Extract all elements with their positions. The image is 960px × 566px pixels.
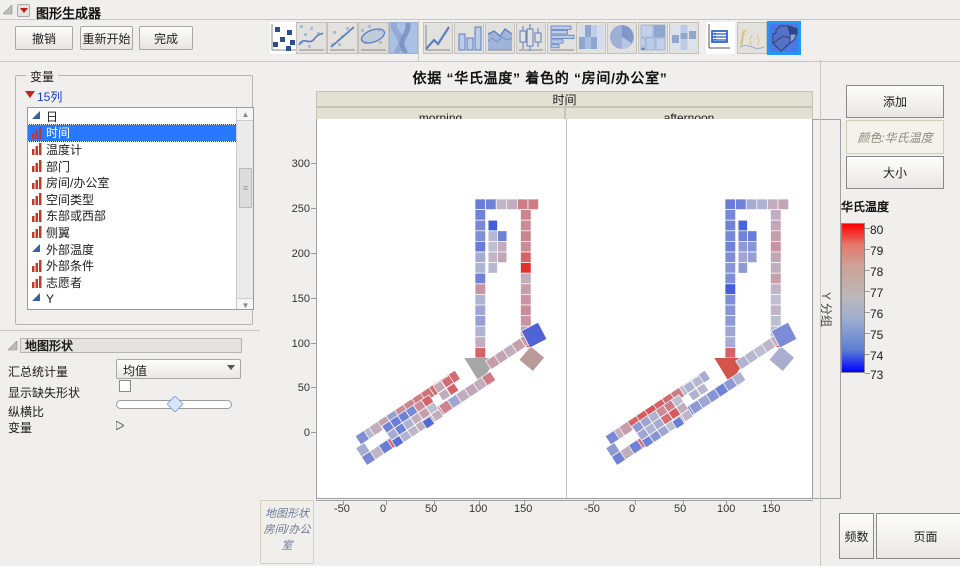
svg-text:(·): (·) [749, 34, 760, 46]
svg-text:f: f [740, 27, 748, 46]
